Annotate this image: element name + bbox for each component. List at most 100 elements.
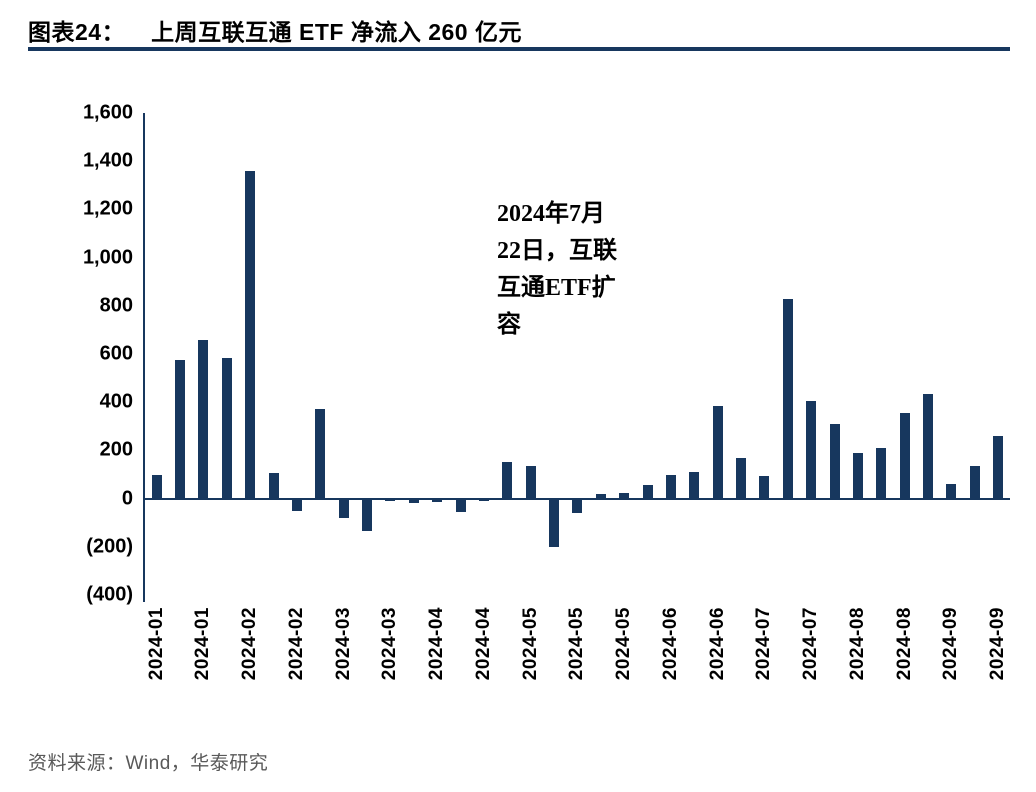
y-tick-label: 400 bbox=[99, 390, 133, 413]
figure-header: 图表24： 上周互联互通 ETF 净流入 260 亿元 bbox=[28, 13, 522, 47]
x-label-cell bbox=[870, 607, 893, 729]
bar bbox=[642, 485, 653, 499]
x-tick-label: 2024-02 bbox=[239, 607, 261, 681]
bar-cell bbox=[402, 113, 425, 595]
x-label-cell: 2024-01 bbox=[145, 607, 168, 729]
x-tick-label: 2024-04 bbox=[426, 607, 448, 681]
bar bbox=[245, 170, 256, 499]
bar bbox=[221, 357, 232, 499]
source-note: 资料来源：Wind，华泰研究 bbox=[28, 753, 269, 774]
bar-cell bbox=[542, 113, 565, 595]
bar bbox=[782, 298, 793, 499]
bar-cell bbox=[285, 113, 308, 595]
bar bbox=[736, 457, 747, 499]
bar bbox=[385, 498, 396, 501]
x-label-cell: 2024-03 bbox=[332, 607, 355, 729]
x-tick-label: 2024-06 bbox=[706, 607, 728, 681]
x-label-cell bbox=[402, 607, 425, 729]
bar bbox=[151, 474, 162, 499]
y-tick-label: 0 bbox=[121, 487, 133, 510]
bar bbox=[315, 409, 326, 499]
x-tick-label: 2024-05 bbox=[566, 607, 588, 681]
bar-cell bbox=[472, 113, 495, 595]
y-tick-label: (200) bbox=[86, 535, 133, 558]
bar-cell bbox=[355, 113, 378, 595]
bar bbox=[923, 393, 934, 499]
bar bbox=[665, 474, 676, 499]
bar-cell bbox=[192, 113, 215, 595]
y-tick-label: 1,000 bbox=[82, 246, 133, 269]
bar bbox=[478, 498, 489, 501]
bar bbox=[969, 466, 980, 499]
bar-cell bbox=[987, 113, 1010, 595]
bar bbox=[829, 423, 840, 499]
bar bbox=[993, 435, 1004, 499]
x-label-cell bbox=[309, 607, 332, 729]
bar-cell bbox=[729, 113, 752, 595]
x-label-cell bbox=[916, 607, 939, 729]
x-label-cell: 2024-09 bbox=[987, 607, 1010, 729]
x-tick-label: 2024-05 bbox=[519, 607, 541, 681]
bar bbox=[268, 473, 279, 499]
x-label-cell: 2024-02 bbox=[285, 607, 308, 729]
bar-cell bbox=[659, 113, 682, 595]
figure-label: 图表24： bbox=[28, 19, 126, 45]
bar-cell bbox=[776, 113, 799, 595]
annotation-line: 2024年7月 bbox=[497, 201, 605, 227]
x-tick-label: 2024-09 bbox=[940, 607, 962, 681]
y-tick-label: (400) bbox=[86, 583, 133, 606]
y-tick-label: 600 bbox=[99, 342, 133, 365]
annotation: 2024年7月 22日，互联 互通ETF扩 容 bbox=[497, 196, 667, 344]
x-tick-label: 2024-02 bbox=[285, 607, 307, 681]
bar-cell bbox=[379, 113, 402, 595]
bar bbox=[946, 484, 957, 499]
x-tick-label: 2024-01 bbox=[145, 607, 167, 681]
x-tick-label: 2024-04 bbox=[472, 607, 494, 681]
bar bbox=[525, 466, 536, 499]
bar-cell bbox=[706, 113, 729, 595]
x-label-cell bbox=[542, 607, 565, 729]
bar bbox=[432, 498, 443, 503]
x-label-cell: 2024-03 bbox=[379, 607, 402, 729]
x-tick-label: 2024-03 bbox=[379, 607, 401, 681]
y-tick-label: 1,400 bbox=[82, 149, 133, 172]
bar bbox=[408, 498, 419, 504]
bar bbox=[291, 498, 302, 511]
x-tick-label: 2024-06 bbox=[659, 607, 681, 681]
x-label-cell: 2024-05 bbox=[566, 607, 589, 729]
x-label-cell: 2024-08 bbox=[893, 607, 916, 729]
bar-cell bbox=[870, 113, 893, 595]
y-tick-label: 200 bbox=[99, 438, 133, 461]
bar-cell bbox=[846, 113, 869, 595]
annotation-line: 22日，互联 bbox=[497, 238, 617, 264]
bar-cell bbox=[683, 113, 706, 595]
bar-cell bbox=[426, 113, 449, 595]
bar-cell bbox=[753, 113, 776, 595]
bar bbox=[502, 462, 513, 499]
x-label-cell: 2024-04 bbox=[472, 607, 495, 729]
x-label-cell bbox=[168, 607, 191, 729]
bar-cell bbox=[519, 113, 542, 595]
figure-title: 上周互联互通 ETF 净流入 260 亿元 bbox=[151, 19, 522, 45]
bar bbox=[572, 498, 583, 514]
x-label-cell bbox=[963, 607, 986, 729]
bar bbox=[689, 472, 700, 499]
bar-cell bbox=[636, 113, 659, 595]
x-tick-label: 2024-01 bbox=[192, 607, 214, 681]
x-label-cell: 2024-07 bbox=[800, 607, 823, 729]
bar-cell bbox=[496, 113, 519, 595]
x-label-cell bbox=[683, 607, 706, 729]
x-axis-labels: 2024-01 2024-01 2024-02 2024-02 2024-03 2024-… bbox=[145, 607, 1010, 729]
x-tick-label: 2024-08 bbox=[893, 607, 915, 681]
bar bbox=[852, 452, 863, 499]
x-label-cell bbox=[729, 607, 752, 729]
bar-cell bbox=[613, 113, 636, 595]
x-label-cell: 2024-06 bbox=[706, 607, 729, 729]
y-axis-labels: 1,600 1,400 1,200 1,000 800 600 400 200 0 (200) (4… bbox=[28, 102, 133, 606]
bar bbox=[876, 448, 887, 499]
bar-cell bbox=[145, 113, 168, 595]
x-label-cell bbox=[355, 607, 378, 729]
y-tick-label: 1,200 bbox=[82, 197, 133, 220]
x-label-cell: 2024-04 bbox=[426, 607, 449, 729]
